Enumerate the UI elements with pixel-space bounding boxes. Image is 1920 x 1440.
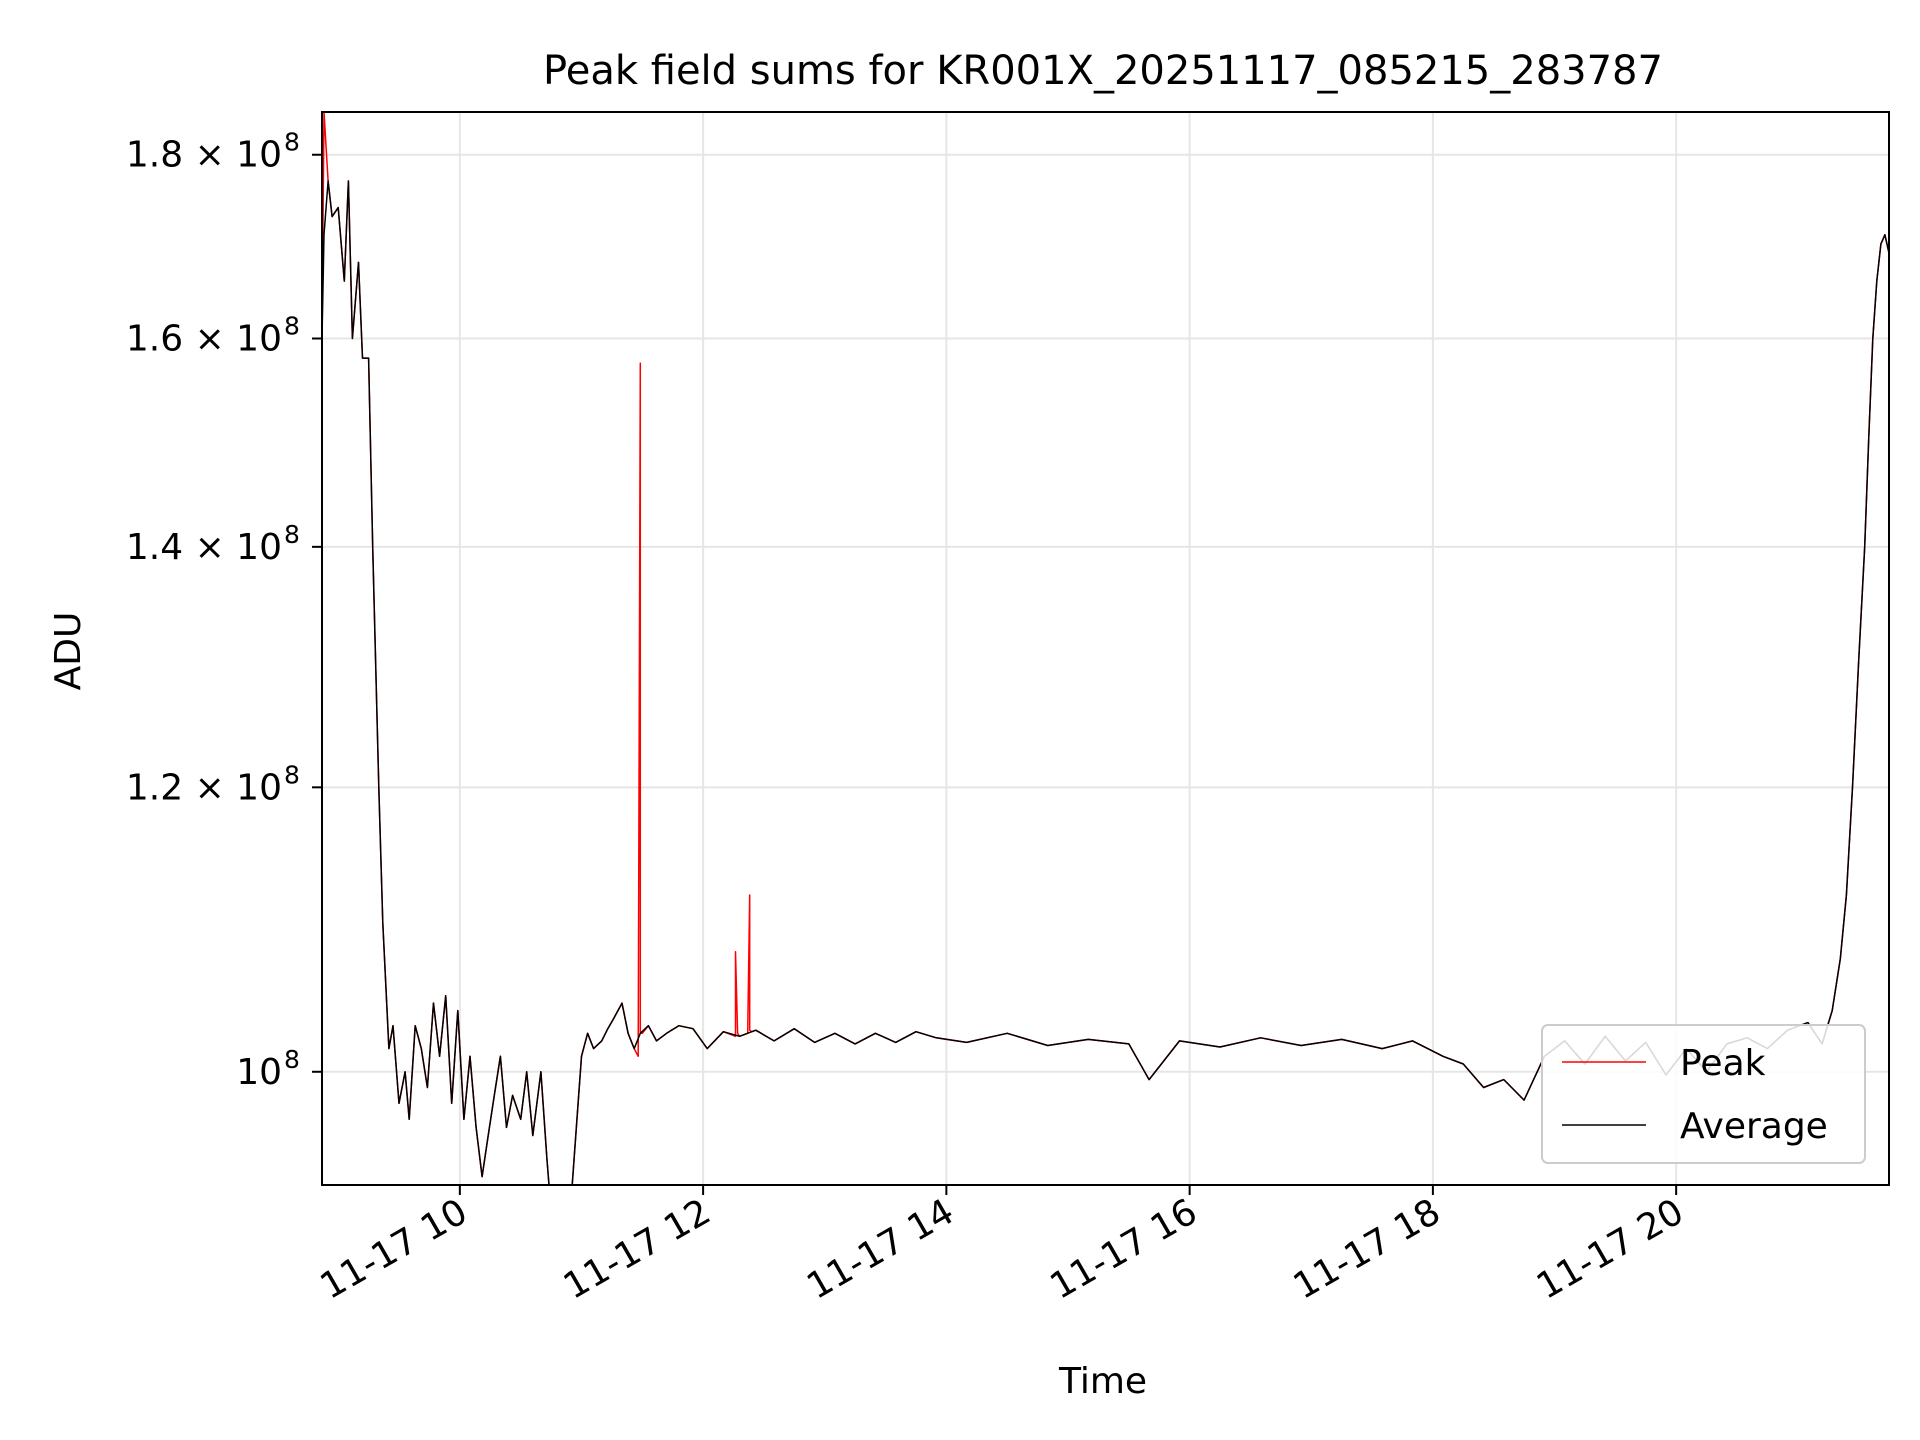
y-tick-label: 1.6 × 10	[126, 319, 282, 360]
legend-label-average: Average	[1680, 1106, 1828, 1147]
y-tick-label: 10	[236, 1052, 282, 1093]
gridlines	[322, 112, 1889, 1185]
chart-title: Peak field sums for KR001X_20251117_0852…	[543, 48, 1663, 94]
y-tick-label: 1.8 × 10	[126, 135, 282, 176]
y-tick-exponent: 8	[284, 520, 300, 549]
y-tick-exponent: 8	[284, 760, 300, 789]
y-tick-exponent: 8	[284, 128, 300, 157]
y-tick-label: 1.4 × 10	[126, 527, 282, 568]
y-tick-label: 1.2 × 10	[126, 767, 282, 808]
y-tick-exponent: 8	[284, 1045, 300, 1074]
legend-box	[1541, 1024, 1866, 1164]
y-axis-label: ADU	[48, 612, 89, 691]
y-tick-exponent: 8	[284, 312, 300, 341]
legend: Peak Average	[1541, 1024, 1866, 1164]
legend-label-peak: Peak	[1680, 1043, 1766, 1084]
x-axis-label: Time	[1058, 1361, 1147, 1402]
plot-area-frame	[321, 111, 1890, 1186]
